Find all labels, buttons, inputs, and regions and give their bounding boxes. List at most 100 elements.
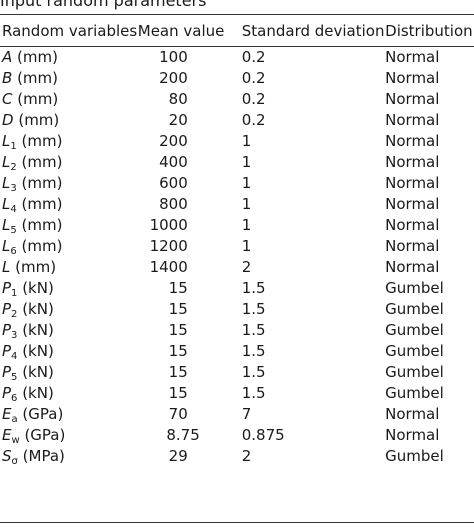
table-row: L6 (mm) 1200 1 Normal	[0, 235, 474, 257]
table-header-rule	[0, 46, 474, 47]
variable-subscript: 5	[10, 224, 17, 236]
cell-variable: P2 (kN)	[0, 298, 138, 320]
cell-variable: B (mm)	[0, 67, 138, 88]
cell-variable: A (mm)	[0, 46, 138, 67]
random-parameters-table: Random variables Mean value Standard dev…	[0, 15, 474, 467]
cell-distribution: Normal	[385, 236, 440, 255]
cell-variable: P1 (kN)	[0, 277, 138, 299]
cell-distribution: Normal	[385, 404, 440, 423]
cell-mean-value: 200	[159, 131, 188, 150]
cell-variable: L (mm)	[0, 256, 138, 277]
variable-unit: (mm)	[21, 173, 63, 192]
variable-symbol: L	[2, 215, 11, 234]
variable-symbol: C	[2, 89, 13, 108]
cell-mean-value: 15	[168, 278, 188, 297]
cell-mean-value: 200	[159, 68, 188, 87]
table-bottom-rule	[0, 522, 474, 523]
cell-standard-deviation: 1	[241, 131, 252, 150]
variable-subscript: σ	[11, 455, 18, 467]
variable-symbol: L	[2, 173, 11, 192]
table-row: B (mm) 200 0.2 Normal	[0, 67, 474, 88]
variable-symbol: P	[2, 383, 12, 402]
cell-variable: Ea (GPa)	[0, 403, 138, 425]
variable-unit: (mm)	[21, 215, 63, 234]
cell-mean-value: 20	[168, 110, 188, 129]
table-row: A (mm) 100 0.2 Normal	[0, 46, 474, 67]
cell-mean-value: 15	[168, 383, 188, 402]
cell-distribution: Gumbel	[385, 320, 444, 339]
variable-unit: (kN)	[22, 383, 54, 402]
table-row: P6 (kN) 15 1.5 Gumbel	[0, 382, 474, 404]
table-row: L1 (mm) 200 1 Normal	[0, 130, 474, 152]
cell-standard-deviation: 0.2	[241, 68, 266, 87]
variable-unit: (mm)	[17, 47, 58, 66]
cell-distribution: Normal	[385, 47, 440, 66]
variable-symbol: L	[2, 131, 11, 150]
cell-standard-deviation: 1	[241, 173, 252, 192]
cell-distribution: Normal	[385, 194, 440, 213]
cell-variable: Ew (GPa)	[0, 424, 138, 446]
variable-subscript: 1	[11, 287, 18, 299]
table-row: L5 (mm) 1000 1 Normal	[0, 214, 474, 236]
cell-distribution: Gumbel	[385, 278, 444, 297]
cell-distribution: Normal	[385, 89, 440, 108]
cell-variable: L6 (mm)	[0, 235, 138, 257]
cell-mean-value: 29	[168, 446, 188, 465]
variable-unit: (mm)	[17, 68, 59, 87]
variable-unit: (kN)	[22, 362, 54, 381]
table-top-rule	[0, 14, 474, 15]
variable-symbol: P	[2, 341, 12, 360]
cell-variable: P3 (kN)	[0, 319, 138, 341]
table-row: P3 (kN) 15 1.5 Gumbel	[0, 319, 474, 341]
variable-subscript: 3	[10, 182, 17, 194]
cell-variable: L1 (mm)	[0, 130, 138, 152]
table-body: A (mm) 100 0.2 Normal B (mm) 200 0.2 Normal C (m…	[0, 46, 474, 467]
cell-standard-deviation: 2	[241, 446, 252, 465]
variable-unit: (GPa)	[24, 425, 66, 444]
cell-distribution: Gumbel	[385, 383, 444, 402]
cell-variable: L5 (mm)	[0, 214, 138, 236]
cell-mean-value: 800	[159, 194, 188, 213]
cell-mean-value: 400	[159, 152, 188, 171]
variable-subscript: 6	[10, 245, 17, 257]
table-row: Ew (GPa) 8.75 0.875 Normal	[0, 424, 474, 446]
cell-standard-deviation: 0.2	[241, 110, 266, 129]
cell-variable: P6 (kN)	[0, 382, 138, 404]
variable-subscript: 1	[10, 140, 17, 152]
cell-mean-value: 70	[168, 404, 188, 423]
variable-unit: (mm)	[21, 131, 63, 150]
cell-standard-deviation: 1.5	[241, 320, 266, 339]
variable-unit: (MPa)	[22, 446, 65, 465]
variable-symbol: A	[2, 47, 13, 66]
cell-standard-deviation: 7	[241, 404, 252, 423]
cell-distribution: Gumbel	[385, 341, 444, 360]
cell-distribution: Normal	[385, 257, 440, 276]
cell-standard-deviation: 1	[241, 236, 252, 255]
cell-mean-value: 15	[168, 362, 188, 381]
cell-distribution: Normal	[385, 68, 440, 87]
cell-variable: L2 (mm)	[0, 151, 138, 173]
cell-variable: L4 (mm)	[0, 193, 138, 215]
cell-distribution: Normal	[385, 131, 440, 150]
variable-symbol: S	[2, 446, 12, 465]
variable-symbol: B	[2, 68, 13, 87]
cell-distribution: Normal	[385, 110, 440, 129]
variable-unit: (mm)	[18, 110, 60, 129]
variable-unit: (mm)	[15, 257, 57, 276]
cell-mean-value: 1000	[149, 215, 188, 234]
variable-symbol: P	[2, 320, 12, 339]
cell-mean-value: 1400	[149, 257, 188, 276]
cell-mean-value: 1200	[149, 236, 188, 255]
table-row: L3 (mm) 600 1 Normal	[0, 172, 474, 194]
cell-variable: C (mm)	[0, 88, 138, 109]
variable-unit: (mm)	[21, 152, 63, 171]
cell-standard-deviation: 1.5	[241, 362, 266, 381]
table-row: L (mm) 1400 2 Normal	[0, 256, 474, 277]
cell-distribution: Gumbel	[385, 446, 444, 465]
cell-standard-deviation: 1.5	[241, 383, 266, 402]
variable-subscript: 4	[10, 203, 17, 215]
cell-standard-deviation: 2	[241, 257, 252, 276]
variable-symbol: D	[2, 110, 14, 129]
variable-subscript: w	[11, 434, 20, 446]
variable-symbol: L	[2, 152, 11, 171]
